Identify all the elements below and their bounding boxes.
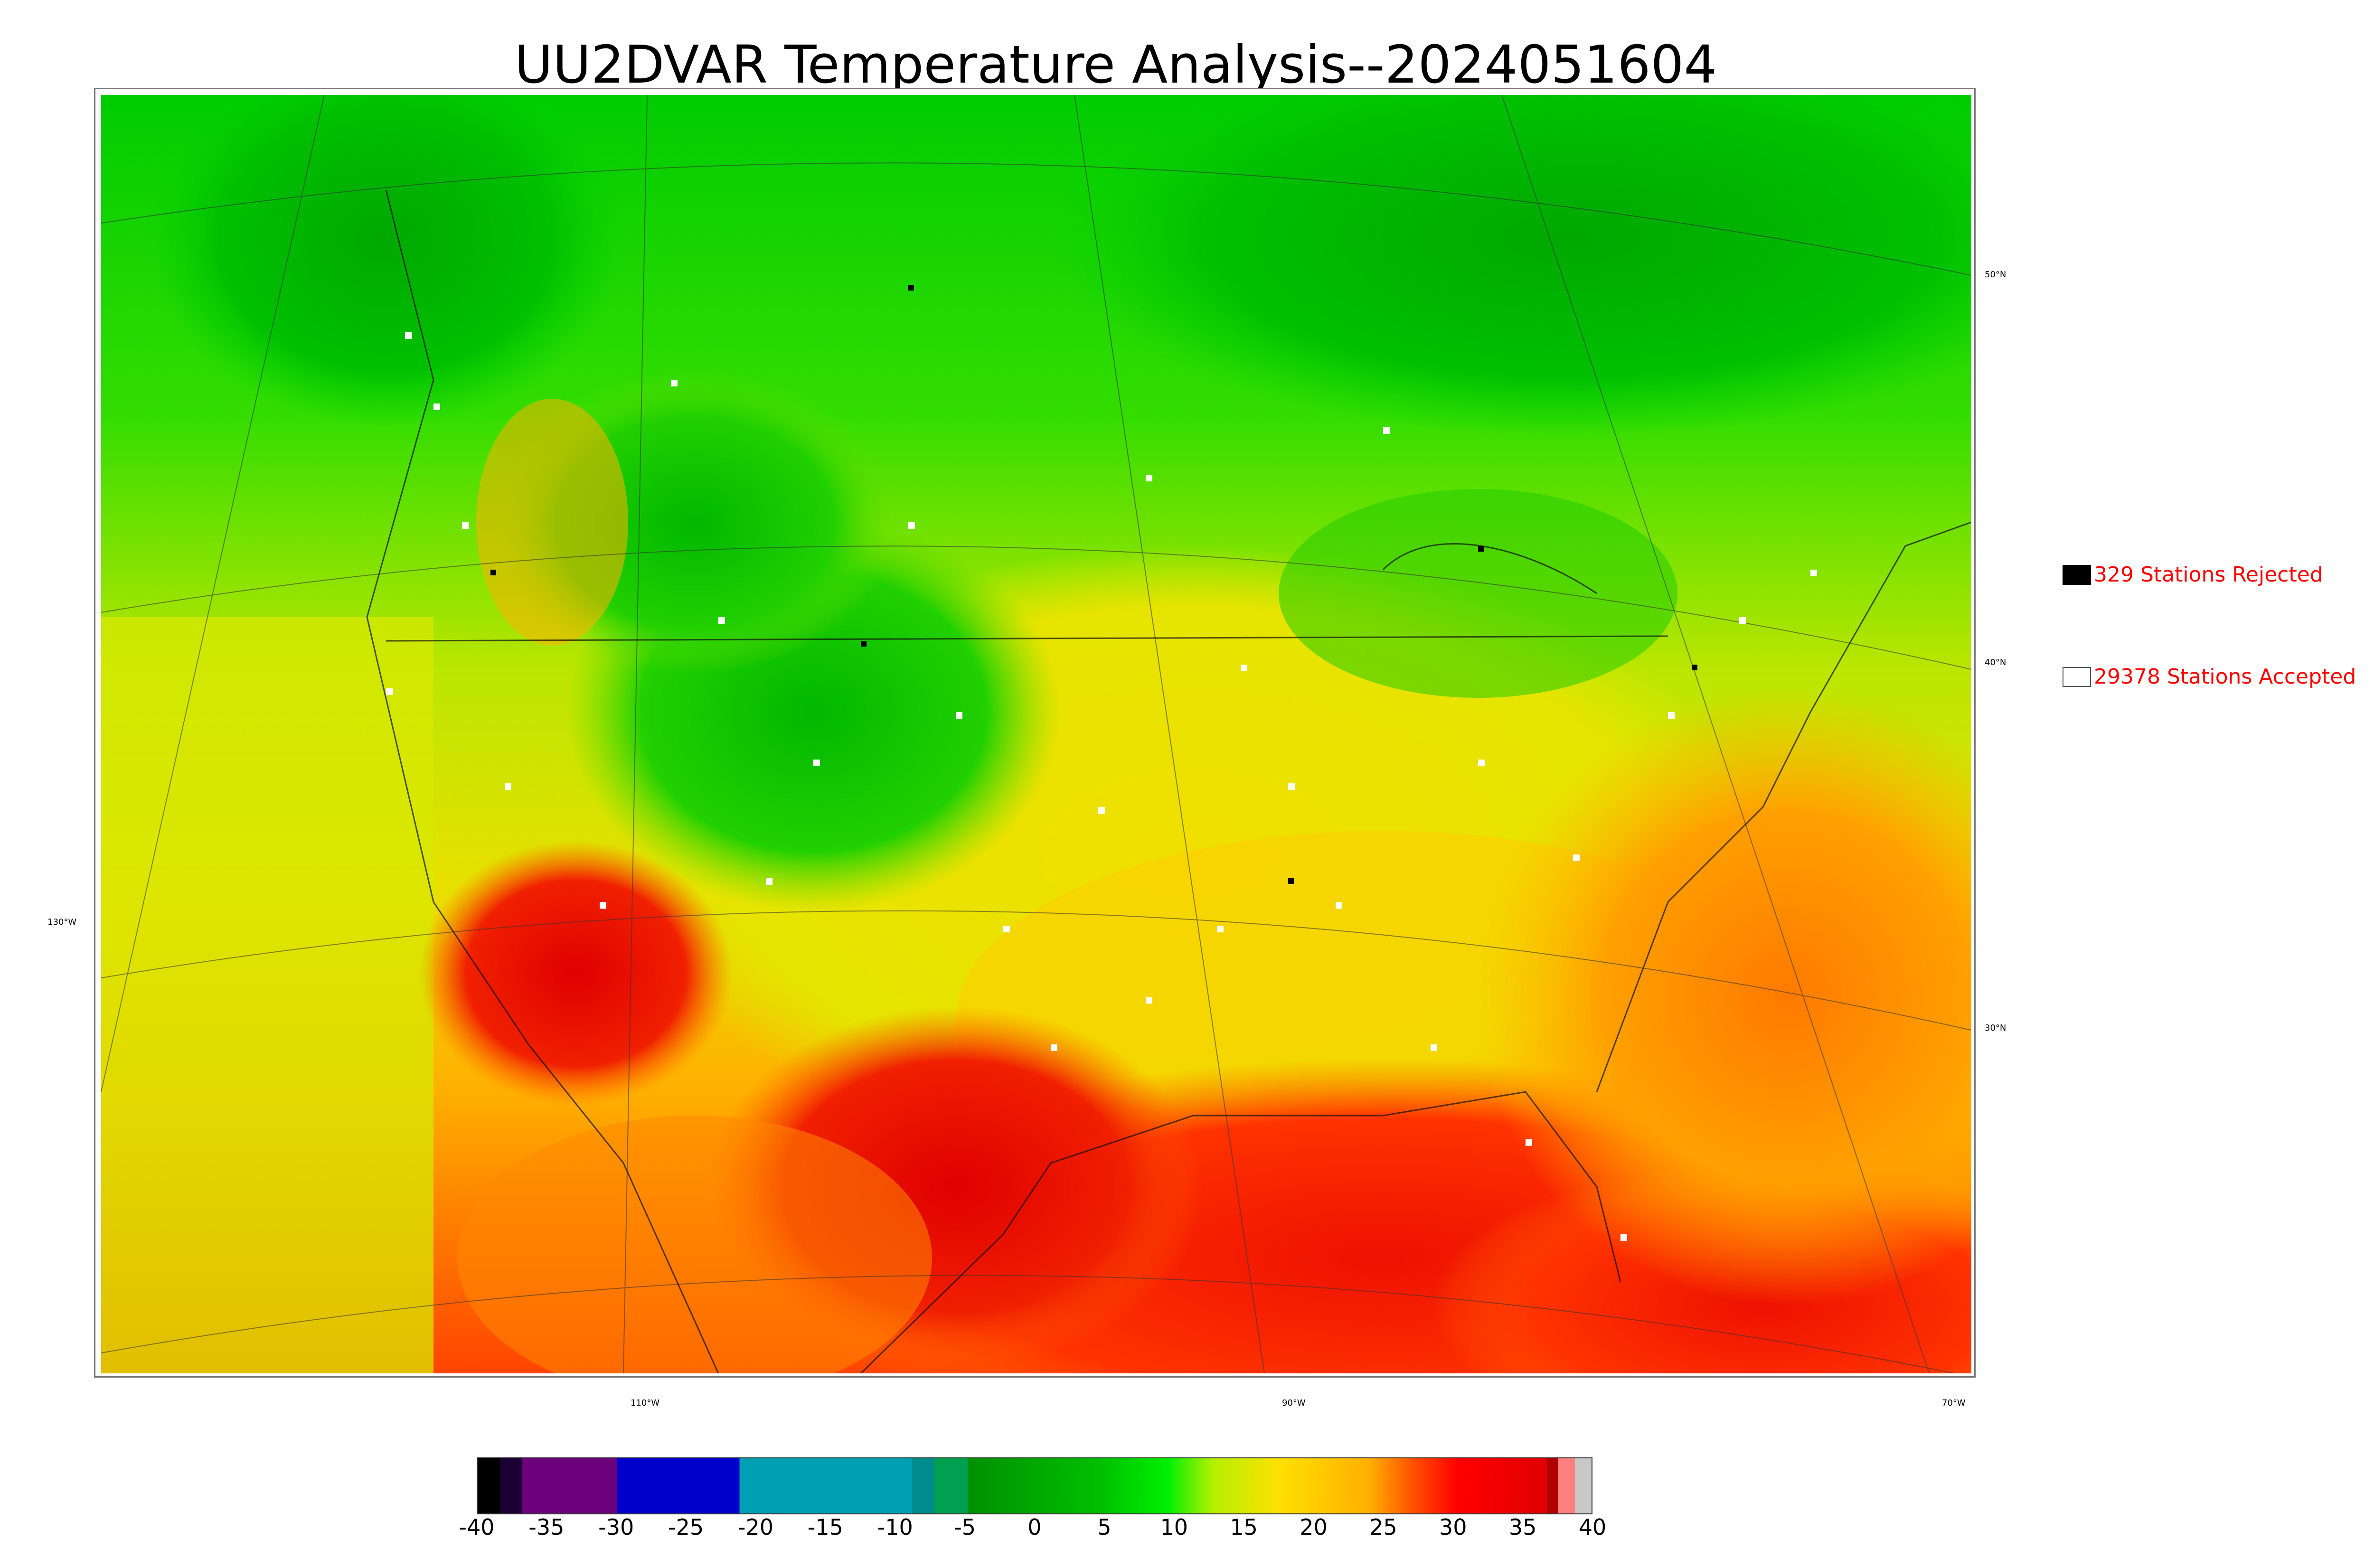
colorbar-tick-label: 15 [1230, 1514, 1258, 1540]
temperature-colorbar [477, 1457, 1592, 1514]
graticule [101, 95, 1971, 1373]
legend-rejected: 329 Stations Rejected [2063, 563, 2323, 587]
colorbar-tick-label: 0 [1027, 1514, 1042, 1540]
lon-130-label: 130°W [47, 917, 77, 927]
rejected-label: 329 Stations Rejected [2094, 563, 2323, 587]
rejected-stations [490, 285, 1697, 884]
colorbar-tick-label: -5 [954, 1514, 976, 1540]
colorbar-tick-label: 35 [1508, 1514, 1537, 1540]
colorbar-tick-label: -30 [598, 1514, 634, 1540]
temperature-map[interactable] [94, 88, 1976, 1378]
coastlines [366, 189, 1971, 1373]
temperature-field [101, 95, 1971, 1373]
legend-accepted: 29378 Stations Accepted [2063, 665, 2356, 689]
colorbar-tick-label: -35 [528, 1514, 565, 1540]
colorbar-tick-label: -40 [459, 1514, 495, 1540]
accepted-label: 29378 Stations Accepted [2094, 665, 2356, 689]
colorbar-tick-label: -15 [807, 1514, 843, 1540]
accepted-swatch [2063, 667, 2091, 687]
lon-90-label: 90°W [1282, 1398, 1306, 1408]
colorbar-tick-label: 30 [1439, 1514, 1467, 1540]
colorbar-tick-label: -10 [877, 1514, 913, 1540]
colorbar-tick-label: 40 [1578, 1514, 1607, 1540]
colorbar-tick-label: -25 [668, 1514, 704, 1540]
colorbar-tick-label: 10 [1160, 1514, 1188, 1540]
colorbar-tick-label: 20 [1300, 1514, 1328, 1540]
lon-70-label: 70°W [1942, 1398, 1966, 1408]
lat-50-label: 50°N [1985, 270, 2007, 280]
lat-30-label: 30°N [1985, 1023, 2007, 1033]
colorbar-tick-label: -20 [737, 1514, 774, 1540]
colorbar-tick-label: 25 [1369, 1514, 1397, 1540]
map-title: UU2DVAR Temperature Analysis--2024051604 [514, 34, 1717, 95]
colorbar-tick-label: 5 [1097, 1514, 1112, 1540]
accepted-stations [386, 332, 1817, 1241]
lat-40-label: 40°N [1985, 657, 2007, 667]
lon-110-label: 110°W [631, 1398, 660, 1408]
rejected-swatch [2063, 564, 2091, 585]
